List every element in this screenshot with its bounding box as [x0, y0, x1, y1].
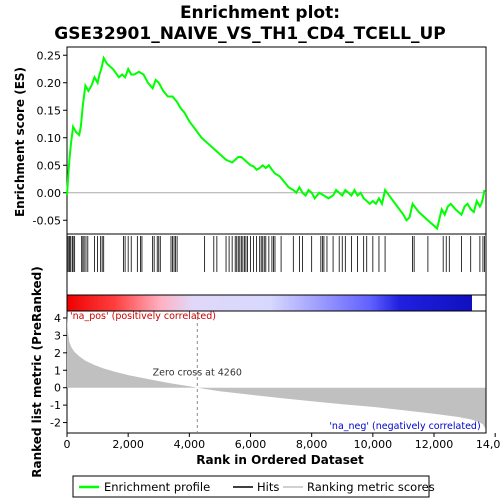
x-tick-label: 0 — [64, 438, 71, 451]
metric-panel: 4 3 2 1 0 -1 -2 Zero cross at 4260 'na_pos' (p… — [30, 266, 500, 478]
neg-correlated-label: 'na_neg' (negatively correlated) — [329, 421, 480, 432]
legend: Enrichment profile Hits Ranking metric s… — [72, 475, 435, 498]
x-tick-label: 8,000 — [296, 438, 328, 451]
es-plot-frame — [66, 46, 487, 235]
metric-y-tick-label: -1 — [50, 399, 61, 412]
zero-cross-label: Zero cross at 4260 — [153, 368, 242, 379]
metric-y-tick-label: 0 — [54, 382, 61, 395]
es-y-tick-label: 0.25 — [37, 49, 62, 62]
x-axis-ticks: 0 2,000 4,000 6,000 8,000 10,000 12,000 14,000 — [64, 433, 500, 451]
es-y-axis-label: Enrichment score (ES) — [13, 67, 27, 217]
x-axis-label: Rank in Ordered Dataset — [196, 453, 364, 467]
chart-title-line1: Enrichment plot: — [180, 3, 340, 23]
metric-y-tick-label: -2 — [50, 417, 61, 430]
es-y-tick-label: 0.15 — [37, 104, 62, 117]
es-y-tick-label: 0.20 — [37, 77, 62, 90]
rank-color-bar — [67, 295, 472, 311]
es-panel: 0.25 0.20 0.15 0.10 0.05 0.00 -0.05 Enrichment… — [13, 46, 487, 235]
x-tick-label: 2,000 — [112, 438, 144, 451]
legend-label-hits: Hits — [257, 480, 279, 494]
legend-label-ranking-metric: Ranking metric scores — [307, 480, 435, 494]
x-tick-label: 4,000 — [174, 438, 206, 451]
hits-plot-frame — [66, 233, 487, 296]
metric-plot-frame — [66, 310, 487, 434]
x-tick-label: 6,000 — [235, 438, 267, 451]
es-y-tick-label: 0.10 — [37, 132, 62, 145]
es-y-tick-label: -0.05 — [33, 214, 61, 227]
x-tick-label: 14,000 — [476, 438, 500, 451]
metric-y-ticks: 4 3 2 1 0 -1 -2 — [50, 312, 67, 430]
pos-correlated-label: 'na_pos' (positively correlated) — [70, 311, 216, 322]
hits-panel — [66, 233, 487, 296]
es-y-tick-label: 0.00 — [37, 187, 62, 200]
metric-y-tick-label: 1 — [54, 364, 61, 377]
ranking-metric-area — [67, 314, 486, 429]
es-y-tick-label: 0.05 — [37, 159, 62, 172]
metric-y-tick-label: 4 — [54, 312, 61, 325]
legend-label-enrichment-profile: Enrichment profile — [104, 480, 210, 494]
metric-y-tick-label: 3 — [54, 329, 61, 342]
metric-y-axis-label: Ranked list metric (PreRanked) — [30, 266, 44, 478]
enrichment-profile-line — [66, 55, 486, 231]
es-y-ticks: 0.25 0.20 0.15 0.10 0.05 0.00 -0.05 — [33, 49, 67, 227]
x-tick-label: 10,000 — [354, 438, 393, 451]
x-tick-label: 12,000 — [415, 438, 454, 451]
chart-title-line2: GSE32901_NAIVE_VS_TH1_CD4_TCELL_UP — [54, 24, 446, 44]
metric-y-tick-label: 2 — [54, 347, 61, 360]
hit-marks — [66, 236, 485, 272]
